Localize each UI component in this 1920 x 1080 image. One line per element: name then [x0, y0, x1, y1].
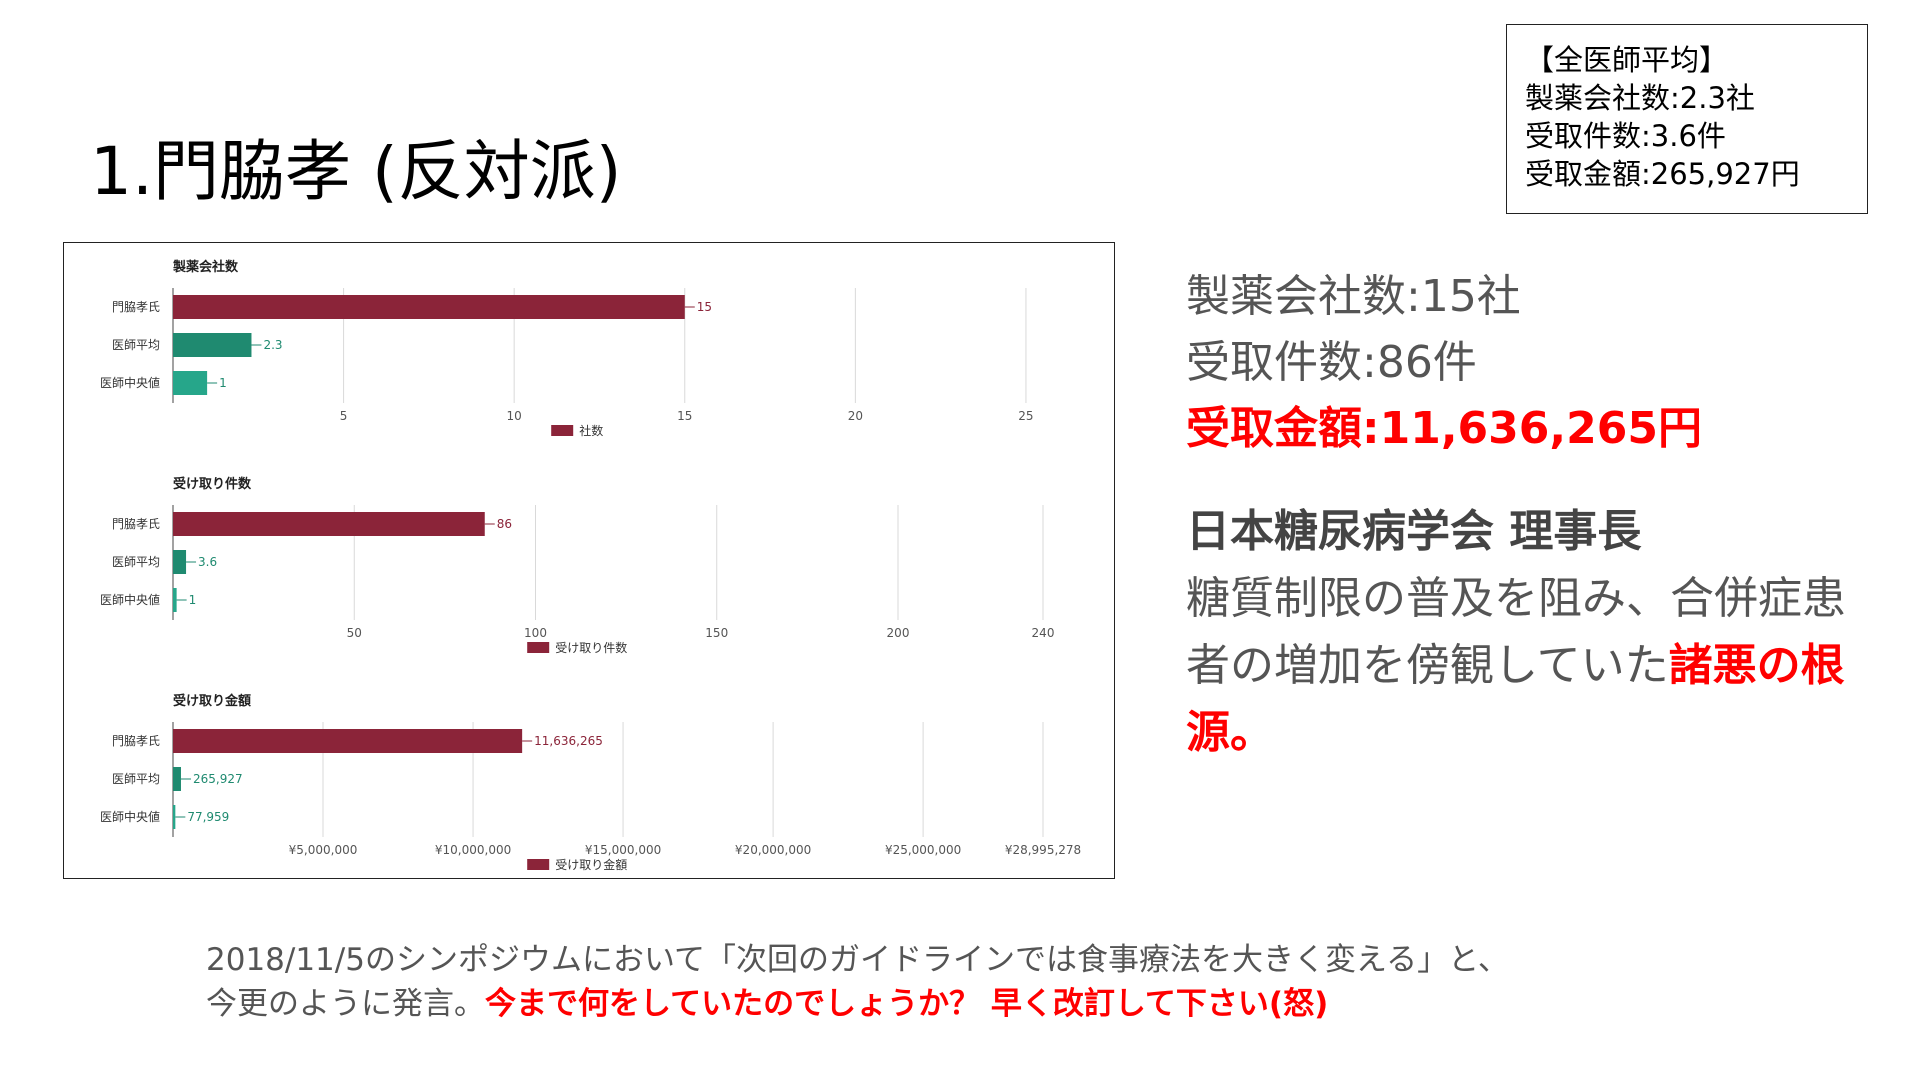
slide-title: 1.門脇孝 (反対派)	[90, 133, 622, 210]
bar	[173, 333, 252, 357]
data-label: 1	[189, 593, 197, 607]
legend-swatch	[527, 859, 550, 870]
category-label: 医師平均	[112, 555, 160, 569]
bar-charts: 製薬会社数 5 10 15 20 25 門脇孝氏 15 医師平均 2.3 医師中央値 1 社数受け取り件…	[100, 259, 1081, 872]
chart-panel: 製薬会社数 5 10 15 20 25 門脇孝氏 15 医師平均 2.3 医師中央値 1 社数受け取り件…	[63, 242, 1115, 879]
chart-title: 受け取り件数	[173, 476, 252, 492]
description-heading: 日本糖尿病学会 理事長	[1186, 506, 1642, 557]
tick-label: 50	[347, 626, 362, 640]
average-box: 【全医師平均】 製薬会社数:2.3社 受取件数:3.6件 受取金額:265,92…	[1506, 24, 1868, 214]
tick-label: 100	[524, 626, 547, 640]
tick-label: 20	[848, 409, 863, 423]
legend-label: 受け取り件数	[555, 640, 627, 655]
tick-label: ¥10,000,000	[435, 843, 511, 857]
data-label: 77,959	[187, 810, 229, 824]
description-highlight: 諸悪の根源。	[1186, 640, 1845, 758]
category-label: 医師中央値	[100, 809, 160, 824]
category-label: 門脇孝氏	[112, 517, 160, 531]
data-label: 1	[219, 376, 227, 390]
average-amount: 受取金額:265,927円	[1525, 157, 1800, 191]
legend-label: 社数	[579, 423, 603, 438]
bar	[173, 729, 523, 753]
legend-swatch	[527, 642, 550, 653]
category-label: 医師中央値	[100, 375, 160, 390]
chart-3: 受け取り金額 ¥5,000,000 ¥10,000,000 ¥15,000,000 ¥2…	[100, 693, 1081, 872]
bar	[173, 550, 187, 574]
description-block: 日本糖尿病学会 理事長 糖質制限の普及を阻み、合併症患者の増加を傍観していた諸悪…	[1186, 498, 1866, 766]
tick-label: 240	[1032, 626, 1055, 640]
bar	[173, 767, 181, 791]
tick-label: 25	[1018, 409, 1033, 423]
stat-amount: 受取金額:11,636,265円	[1186, 403, 1702, 454]
stat-companies: 製薬会社数:15社	[1186, 271, 1521, 322]
tick-label: 15	[677, 409, 692, 423]
tick-label: ¥5,000,000	[289, 843, 358, 857]
category-label: 門脇孝氏	[112, 734, 160, 748]
data-label: 3.6	[198, 555, 217, 569]
footer-line1: 2018/11/5のシンポジウムにおいて「次回のガイドラインでは食事療法を大きく…	[206, 942, 1509, 978]
chart-title: 受け取り金額	[173, 693, 251, 709]
category-label: 医師中央値	[100, 592, 160, 607]
bar	[173, 588, 177, 612]
data-label: 265,927	[193, 772, 243, 786]
category-label: 医師平均	[112, 338, 160, 352]
stat-cases: 受取件数:86件	[1186, 337, 1477, 388]
footer-highlight: 今まで何をしていたのでしょうか？ 早く改訂して下さい(怒)	[485, 986, 1329, 1022]
tick-label: ¥15,000,000	[585, 843, 661, 857]
legend-swatch	[551, 425, 574, 436]
chart-1: 製薬会社数 5 10 15 20 25 門脇孝氏 15 医師平均 2.3 医師中央値 1 社数	[100, 259, 1034, 438]
bar	[173, 805, 176, 829]
category-label: 医師平均	[112, 772, 160, 786]
data-label: 2.3	[263, 338, 282, 352]
data-label: 86	[497, 517, 512, 531]
bar	[173, 512, 485, 536]
tick-label: 5	[340, 409, 348, 423]
tick-label: 150	[705, 626, 728, 640]
tick-label: 200	[887, 626, 910, 640]
average-companies: 製薬会社数:2.3社	[1525, 81, 1755, 115]
average-heading: 【全医師平均】	[1525, 43, 1729, 77]
tick-label: ¥28,995,278	[1005, 843, 1081, 857]
data-label: 15	[697, 300, 712, 314]
average-cases: 受取件数:3.6件	[1525, 119, 1726, 153]
stats-block: 製薬会社数:15社 受取件数:86件 受取金額:11,636,265円	[1186, 264, 1702, 462]
chart-title: 製薬会社数	[172, 259, 239, 275]
bar	[173, 295, 685, 319]
footer-line2-wrap: 今更のように発言。今まで何をしていたのでしょうか？ 早く改訂して下さい(怒)	[206, 982, 1509, 1026]
description-body: 糖質制限の普及を阻み、合併症患者の増加を傍観していた	[1186, 573, 1846, 691]
legend-label: 受け取り金額	[555, 857, 627, 872]
bar	[173, 371, 208, 395]
tick-label: ¥20,000,000	[735, 843, 811, 857]
footer-note: 2018/11/5のシンポジウムにおいて「次回のガイドラインでは食事療法を大きく…	[206, 938, 1509, 1026]
data-label: 11,636,265	[534, 734, 603, 748]
category-label: 門脇孝氏	[112, 300, 160, 314]
footer-line2: 今更のように発言。	[206, 986, 485, 1022]
chart-2: 受け取り件数 50 100 150 200 240 門脇孝氏 86 医師平均 3.6 医師中央値 1 受…	[100, 476, 1054, 655]
tick-label: ¥25,000,000	[885, 843, 961, 857]
description-text: 糖質制限の普及を阻み、合併症患者の増加を傍観していた諸悪の根源。	[1186, 565, 1866, 766]
tick-label: 10	[507, 409, 522, 423]
